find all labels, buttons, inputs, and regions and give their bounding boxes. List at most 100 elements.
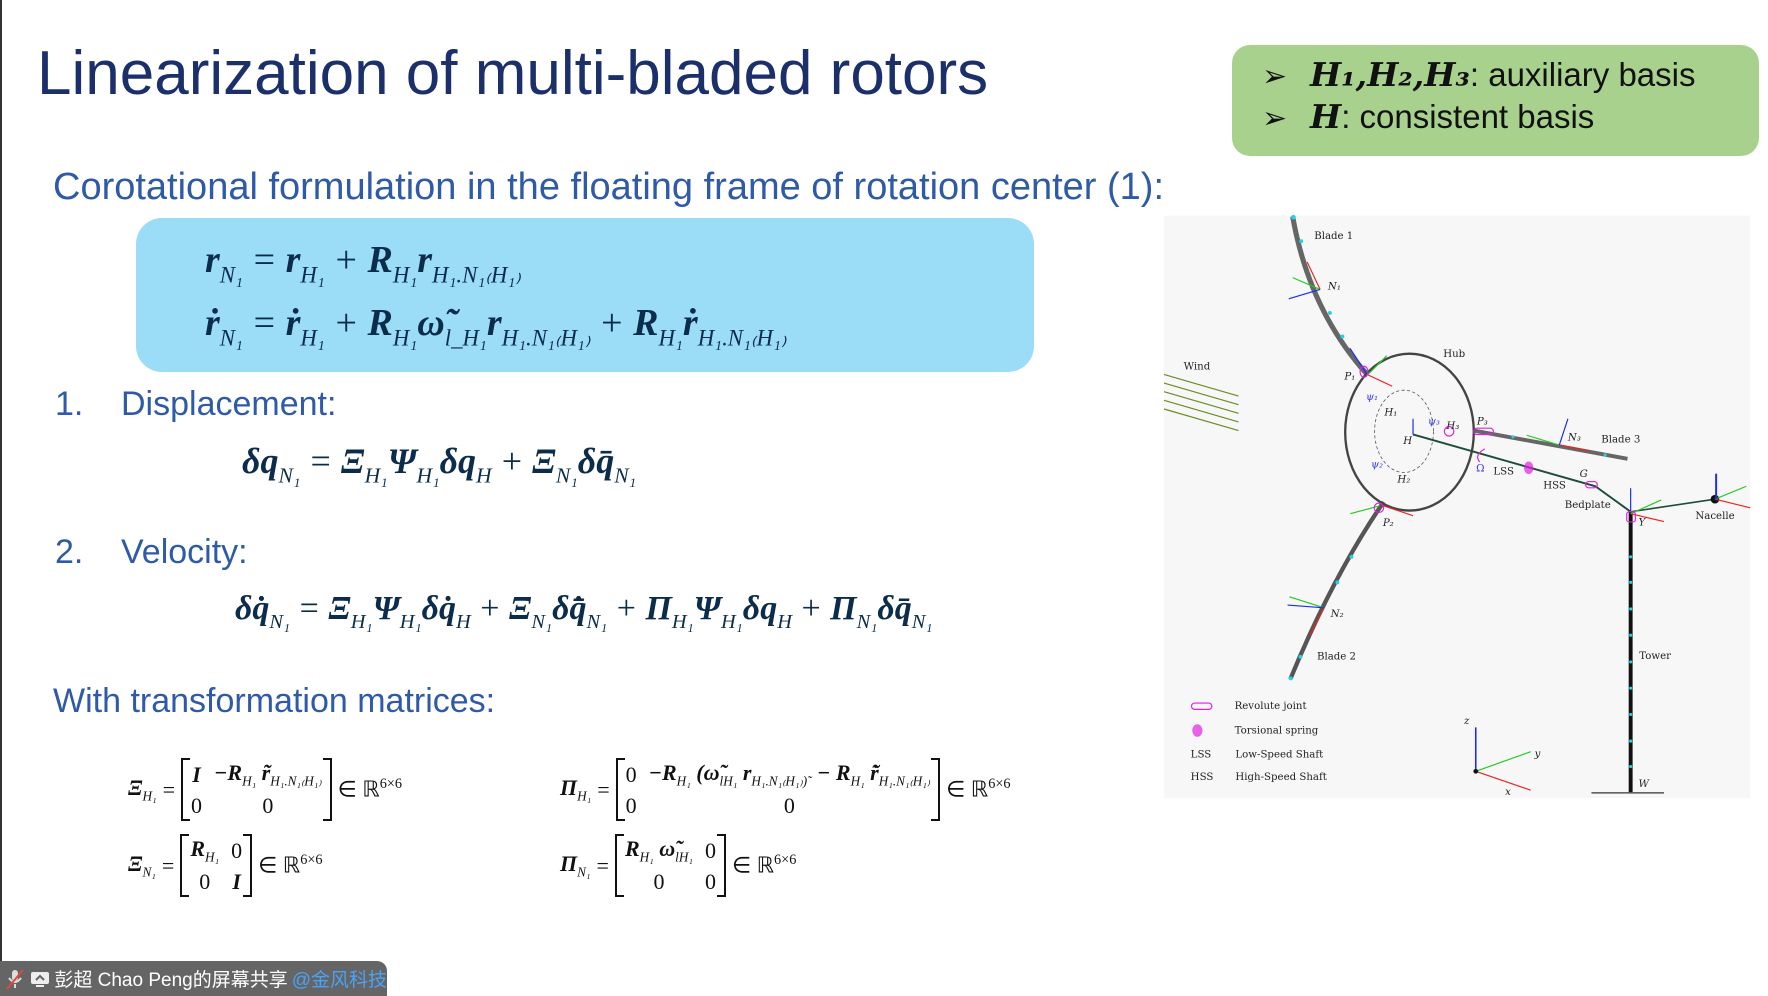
- math-symbol: ΞN₁: [509, 590, 553, 634]
- math-subscript: N₁: [577, 864, 591, 880]
- note-text: : consistent basis: [1341, 98, 1595, 135]
- math-symbol: rH₁: [285, 239, 325, 288]
- section-displacement: 1. Displacement:: [55, 385, 336, 424]
- math-subscript: H₁: [671, 611, 694, 634]
- wind-arrows: [1163, 373, 1239, 432]
- section-number: 1.: [55, 385, 84, 423]
- basis-note-box: ➢ H₁,H₂,H₃: auxiliary basis ➢ H: consisten…: [1232, 45, 1759, 156]
- math-operator: +: [335, 302, 357, 344]
- math-operator: +: [616, 590, 636, 627]
- matrix-cell: 0: [704, 837, 716, 863]
- math-subscript: H: [777, 611, 792, 634]
- blade-3: [1473, 428, 1628, 461]
- matrix-body: RH₁ 0 0 I: [184, 834, 248, 897]
- matrix-cell: −RH₁ (ω̃lH₁ rH₁.N₁₍H₁₎)˜ − RH₁ r̃̇H₁.N₁₍…: [648, 760, 931, 789]
- math-subscript: N₁: [911, 611, 933, 634]
- matrix-cell: RH₁: [190, 836, 220, 865]
- math-symbol: δq̇N₁: [235, 590, 291, 634]
- math-subscript: H₁: [205, 849, 220, 865]
- matrix-name: ΞN₁: [128, 851, 156, 880]
- label-n3: N₃: [1567, 433, 1581, 444]
- legend-high-speed-shaft: High-Speed Shaft: [1235, 772, 1327, 783]
- matrix-dimension: 6×6: [988, 776, 1011, 793]
- label-h2: H₂: [1396, 474, 1410, 485]
- blade-2: [1288, 500, 1386, 680]
- math-subscript: l_H₁: [444, 325, 487, 351]
- label-wind: Wind: [1184, 361, 1211, 372]
- label-blade-2: Blade 2: [1317, 652, 1356, 663]
- label-p3: P₃: [1476, 416, 1488, 427]
- torsional-spring-icon: [1192, 724, 1203, 737]
- label-p2: P₂: [1382, 518, 1394, 529]
- matrix-row: 0 −RH₁ (ω̃lH₁ rH₁.N₁₍H₁₎)˜ − RH₁ r̃̇H₁.N₁…: [620, 758, 936, 791]
- matrix-cell: 0: [653, 869, 665, 895]
- math-subscript: H₁: [850, 773, 865, 789]
- math-subscript: H₁: [676, 773, 691, 789]
- math-subscript: H₁: [658, 325, 683, 351]
- matrix-xi-n1: ΞN₁ = RH₁ 0 0 I ∈ ℝ6×6: [128, 834, 323, 898]
- hub-dashed-circle: [1374, 389, 1434, 473]
- math-symbol: ṙH₁.N₁₍H₁₎: [682, 302, 787, 351]
- slide-title: Linearization of multi-bladed rotors: [37, 39, 989, 108]
- math-subscript: H₁.N₁₍H₁₎: [270, 773, 322, 789]
- math-symbol: rH₁.N₁₍H₁₎: [486, 302, 591, 351]
- math-subscript: H₁.N₁₍H₁₎: [432, 262, 521, 288]
- math-symbol: ΨH₁: [387, 441, 440, 488]
- arrow-bullet-icon: ➢: [1262, 102, 1288, 135]
- diagram-legend: Revolute joint Torsional spring LSS Low-…: [1191, 701, 1328, 783]
- math-symbol: δqH: [742, 590, 792, 634]
- math-operator: +: [801, 590, 821, 627]
- math-subscript: N₁: [856, 611, 878, 634]
- math-operator: +: [335, 239, 357, 281]
- math-operator: +: [501, 441, 523, 481]
- label-n2: N₂: [1330, 609, 1344, 620]
- math-subscript: H₁: [242, 773, 257, 789]
- math-subscript: H₁: [142, 788, 157, 804]
- math-subscript: H₁: [300, 325, 325, 351]
- math-symbol: δqH: [439, 441, 492, 488]
- math-subscript: H₁: [392, 325, 418, 351]
- slide-subtitle: Corotational formulation in the floating…: [53, 166, 1165, 208]
- arrow-bullet-icon: ➢: [1262, 60, 1288, 93]
- label-y-joint: Y: [1638, 517, 1646, 528]
- mic-muted-icon[interactable]: [4, 967, 25, 991]
- matrix-row: RH₁ ω̃lH₁ 0: [619, 834, 722, 867]
- y-direction-arrows: [1289, 277, 1747, 609]
- math-symbol: ΨH₁: [693, 590, 743, 634]
- label-tower: Tower: [1639, 651, 1671, 662]
- diagram-labels: Blade 1 N₁ Wind Hub P₁ ψ₁ H₁ ψ₃ H₃ P₃ H …: [1184, 231, 1735, 790]
- math-symbol: ΠH₁: [645, 590, 694, 634]
- matrix-name: ΠN₁: [560, 851, 591, 880]
- section-velocity: 2. Velocity:: [55, 533, 248, 572]
- z-direction-arrows: [1287, 288, 1718, 609]
- section-number: 2.: [55, 533, 84, 571]
- math-symbol: ΞH₁: [340, 441, 388, 488]
- math-subscript: N₁: [269, 611, 291, 634]
- label-n1: N₁: [1327, 281, 1341, 292]
- label-h: H: [1402, 436, 1413, 447]
- section-label: Displacement:: [121, 385, 337, 423]
- wind-turbine-diagram: Blade 1 N₁ Wind Hub P₁ ψ₁ H₁ ψ₃ H₃ P₃ H …: [1163, 214, 1751, 798]
- math-symbol: ω̃l_H₁: [417, 302, 487, 351]
- screen-share-icon[interactable]: [29, 967, 50, 991]
- label-blade-3: Blade 3: [1601, 434, 1640, 445]
- math-operator: +: [480, 590, 500, 627]
- matrix-cell: I: [232, 869, 241, 895]
- math-subscript: N₁: [586, 611, 608, 634]
- legend-low-speed-shaft: Low-Speed Shaft: [1235, 750, 1324, 761]
- math-subscript: H: [456, 611, 471, 634]
- math-subscript: H₁.N₁₍H₁₎: [501, 325, 591, 351]
- label-psi3: ψ₃: [1428, 416, 1440, 427]
- x-direction-arrows: [1306, 261, 1751, 636]
- matrix-cell: I: [192, 761, 201, 787]
- share-handle-link[interactable]: @金风科技: [291, 970, 387, 991]
- drive-shaft: [1412, 433, 1632, 513]
- math-operator: =: [253, 302, 275, 344]
- matrix-dimension: 6×6: [774, 852, 797, 869]
- math-subscript: N₁: [278, 463, 301, 488]
- math-subscript: H₁.N₁₍H₁₎: [878, 773, 931, 789]
- matrix-pi-n1: ΠN₁ = RH₁ ω̃lH₁ 0 0 0 ∈ ℝ6×6: [560, 834, 797, 898]
